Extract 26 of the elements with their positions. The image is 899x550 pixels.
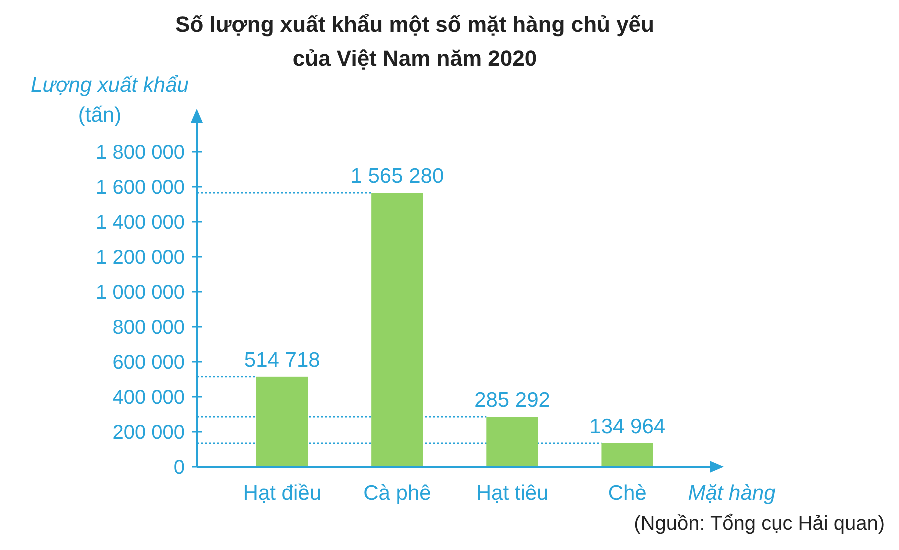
text: (Nguồn: Tổng cục Hải quan): [634, 513, 885, 535]
y-tick-label: 1 400 000: [96, 212, 185, 234]
y-tick-label: 200 000: [112, 422, 185, 444]
y-tick-label: 0: [174, 457, 185, 479]
chart-title: Số lượng xuất khẩu một số mặt hàng chủ yếu của Việt Nam năm 2020: [176, 12, 654, 71]
data-label: 285 292: [474, 389, 550, 412]
data-label: 134 964: [590, 415, 666, 438]
data-label: 1 565 280: [350, 165, 444, 188]
y-tick-label: 1 000 000: [96, 282, 185, 304]
y-tick-label: 1 600 000: [96, 177, 185, 199]
x-axis-title: Mặt hàng: [688, 482, 776, 505]
y-tick-label: 1 800 000: [96, 142, 185, 164]
bar: [372, 193, 424, 467]
bar: [256, 376, 308, 467]
bar: [486, 417, 538, 467]
x-tick-label: Hạt tiêu: [476, 482, 549, 505]
x-tick-label: Cà phê: [364, 482, 432, 505]
x-tick-label: Hạt điều: [243, 482, 322, 505]
y-tick-label: 1 200 000: [96, 247, 185, 269]
data-label: 514 718: [244, 348, 320, 372]
y-tick-label: 800 000: [112, 317, 185, 339]
y-tick-label: 400 000: [112, 387, 185, 409]
y-axis-title: Lượng xuất khẩu (tấn): [31, 74, 190, 127]
bar: [602, 443, 654, 467]
x-tick-label: Chè: [608, 482, 647, 505]
y-tick-label: 600 000: [112, 352, 185, 374]
